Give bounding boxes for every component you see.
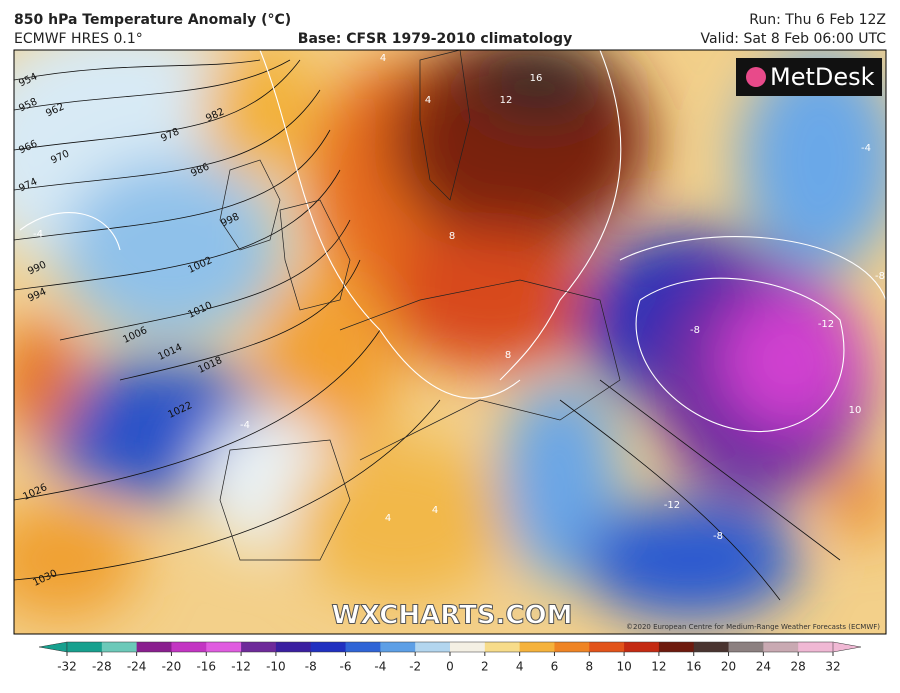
colorbar-tick-label: 6 — [551, 660, 559, 674]
anomaly-label: 4 — [432, 505, 438, 516]
anomaly-label: -4 — [240, 420, 250, 431]
colorbar-segment — [171, 642, 207, 652]
anomaly-label: -8 — [875, 271, 885, 282]
colorbar-segment — [275, 642, 312, 652]
map-frame — [13, 49, 887, 635]
colorbar-tick-label: 32 — [825, 660, 840, 674]
colorbar-tick-label: -4 — [374, 660, 386, 674]
copyright: ©2020 European Centre for Medium-Range W… — [626, 623, 880, 631]
anomaly-label: 12 — [500, 95, 513, 106]
colorbar-tick-label: -24 — [127, 660, 147, 674]
anomaly-label: 8 — [505, 350, 511, 361]
colorbar-segment — [589, 642, 625, 652]
logo: MetDesk — [770, 63, 875, 91]
colorbar-segment — [658, 642, 695, 652]
colorbar-tick-label: 2 — [481, 660, 489, 674]
colorbar-tick-label: 8 — [585, 660, 593, 674]
title: 850 hPa Temperature Anomaly (°C) — [14, 12, 291, 28]
colorbar-segment — [380, 642, 416, 652]
logo-icon — [746, 67, 766, 87]
colorbar-tick-label: 4 — [516, 660, 524, 674]
colorbar-tick-label: 20 — [721, 660, 736, 674]
colorbar-tick-label: -16 — [196, 660, 216, 674]
anomaly-label: -12 — [818, 319, 834, 330]
anomaly-label: -12 — [664, 500, 680, 511]
colorbar-end — [832, 641, 862, 653]
colorbar-segment — [67, 642, 103, 652]
colorbar-segment — [241, 642, 277, 652]
colorbar-tick-label: 28 — [791, 660, 806, 674]
colorbar-tick-label: -32 — [57, 660, 77, 674]
colorbar-segment — [519, 642, 555, 652]
anomaly-label: 4 — [385, 513, 391, 524]
colorbar-segment — [345, 642, 381, 652]
colorbar-tick-label: -2 — [409, 660, 421, 674]
colorbar-tick-label: -28 — [92, 660, 112, 674]
anomaly-label: -8 — [713, 531, 723, 542]
colorbar-segment — [450, 642, 486, 652]
colorbar-segment — [101, 642, 138, 652]
colorbar-segment — [310, 642, 347, 652]
colorbar-segment — [693, 642, 730, 652]
anomaly-label: 4 — [425, 95, 431, 106]
colorbar-tick-label: 10 — [616, 660, 631, 674]
anomaly-label: -4 — [33, 229, 43, 240]
anomaly-label: 10 — [849, 405, 862, 416]
colorbar-segment — [136, 642, 172, 652]
valid: Valid: Sat 8 Feb 06:00 UTC — [701, 31, 887, 47]
colorbar-segment — [763, 642, 799, 652]
anomaly-label: -4 — [861, 143, 871, 154]
colorbar-tick-label: -8 — [305, 660, 317, 674]
colorbar-segment — [484, 642, 521, 652]
colorbar-segment — [624, 642, 660, 652]
anomaly-label: 8 — [449, 231, 455, 242]
anomaly-label: 4 — [380, 53, 386, 64]
colorbar-tick-label: -20 — [162, 660, 182, 674]
colorbar-tick-label: 16 — [686, 660, 701, 674]
colorbar-segment — [415, 642, 451, 652]
anomaly-label: 16 — [530, 73, 543, 84]
watermark: WXCHARTS.COM — [331, 601, 572, 631]
colorbar-tick-label: -10 — [266, 660, 286, 674]
colorbar-segment — [554, 642, 590, 652]
anomaly-label: -8 — [690, 325, 700, 336]
colorbar-tick-label: 0 — [446, 660, 454, 674]
colorbar-tick-label: -12 — [231, 660, 251, 674]
colorbar-end — [38, 641, 68, 653]
model: ECMWF HRES 0.1° — [14, 31, 143, 47]
colorbar-tick-label: 12 — [651, 660, 666, 674]
colorbar-tick-label: 24 — [756, 660, 771, 674]
base: Base: CFSR 1979-2010 climatology — [298, 31, 572, 47]
colorbar-segment — [206, 642, 242, 652]
run: Run: Thu 6 Feb 12Z — [749, 12, 886, 28]
colorbar-segment — [798, 642, 834, 652]
map: MetDesk WXCHARTS.COM ©2020 European Cent… — [14, 50, 886, 634]
colorbar-segment — [728, 642, 764, 652]
colorbar-tick-label: -6 — [340, 660, 352, 674]
